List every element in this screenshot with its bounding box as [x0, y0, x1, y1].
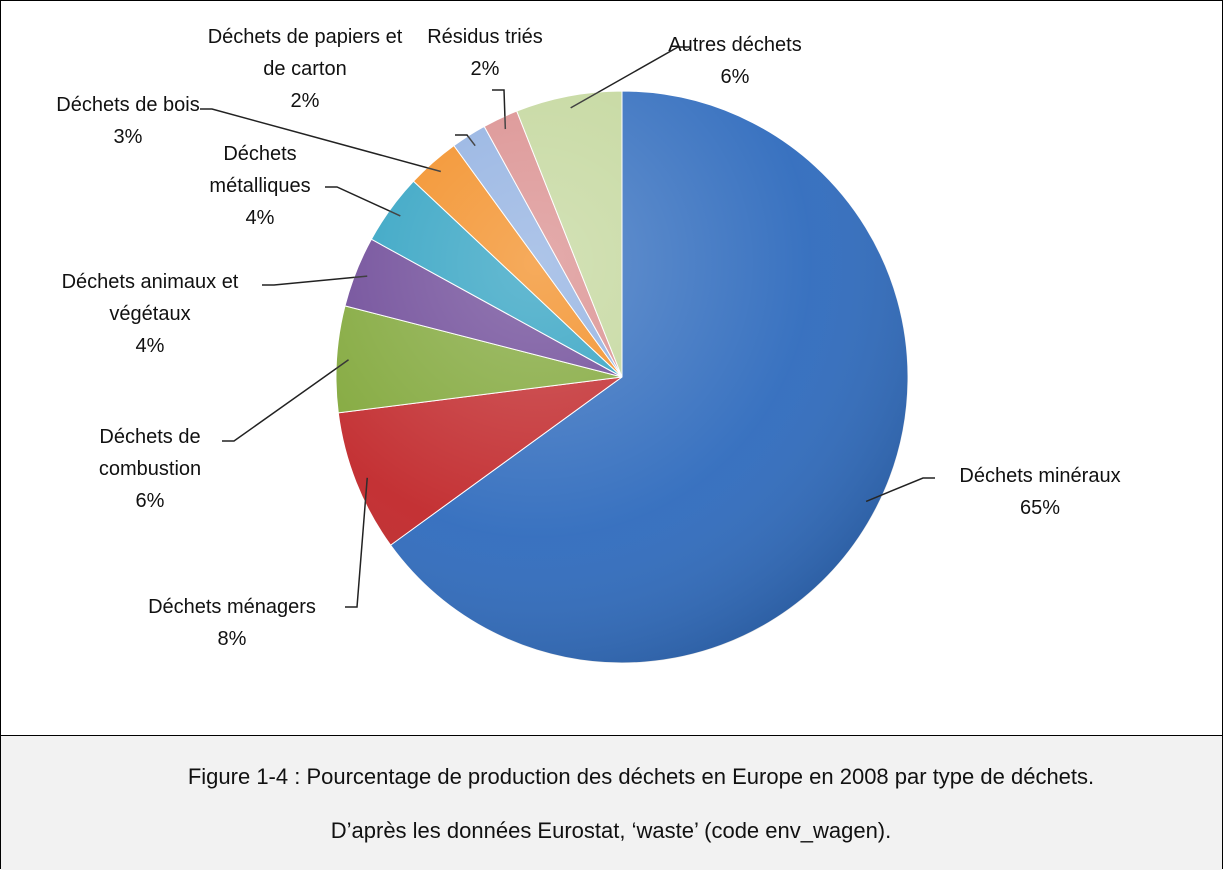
leader-line	[325, 186, 401, 217]
category-label: Déchets ménagers	[148, 596, 316, 618]
slice-label: Déchets animaux et végétaux 4%	[30, 266, 270, 362]
value-label: 6%	[720, 66, 750, 88]
leader-line	[570, 46, 690, 109]
slice-label: Déchets de combustion 6%	[80, 421, 220, 517]
slice-label: Déchets minéraux 65%	[920, 460, 1160, 524]
slice-label: Déchets ménagers 8%	[112, 591, 352, 655]
caption: Figure 1-4 : Pourcentage de production d…	[187, 764, 1095, 789]
category-label: Déchets de combustion	[98, 426, 202, 480]
value-label: 4%	[135, 335, 165, 357]
category-label: Résidus triés	[427, 26, 543, 48]
category-label: Déchets métalliques	[209, 143, 311, 197]
caption-box: Figure 1-4 : Pourcentage de production d…	[1, 735, 1222, 870]
value-label: 3%	[113, 126, 143, 148]
category-label: Déchets animaux et végétaux	[61, 271, 239, 325]
value-label: 65%	[1019, 497, 1061, 519]
category-label: Déchets minéraux	[959, 465, 1121, 487]
category-label: Autres déchets	[668, 34, 802, 56]
value-label: 2%	[470, 58, 500, 80]
slice-label: Déchets de bois 3%	[38, 89, 218, 153]
caption: D’après les données Eurostat, ‘waste’ (c…	[330, 818, 892, 843]
slice-label: Déchets de papiers et de carton 2%	[205, 21, 405, 117]
value-label: 8%	[217, 628, 247, 650]
category-label: Déchets de bois	[56, 94, 200, 116]
category-label: Déchets de papiers et de carton	[207, 26, 403, 80]
leader-line	[222, 359, 349, 442]
slice-label: Autres déchets 6%	[650, 29, 820, 93]
value-label: 6%	[135, 490, 165, 512]
slice-label: Résidus triés 2%	[405, 21, 565, 85]
value-label: 2%	[290, 90, 320, 112]
value-label: 4%	[245, 207, 275, 229]
slice-label: Déchets métalliques 4%	[195, 138, 325, 234]
